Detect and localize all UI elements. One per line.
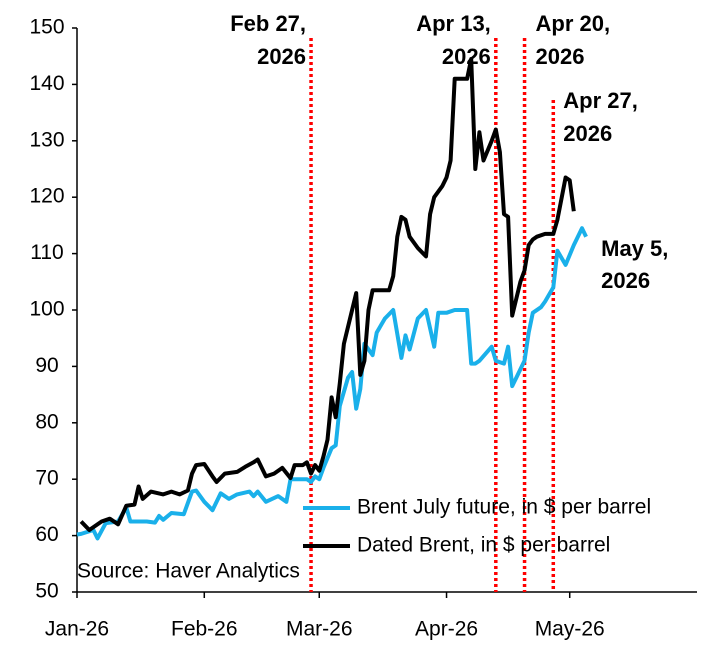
y-tick-label: 100 bbox=[29, 298, 64, 321]
event-label: Feb 27, bbox=[230, 11, 306, 36]
event-label: Apr 20, bbox=[536, 11, 611, 36]
legend-label: Brent July future, in $ per barrel bbox=[357, 496, 651, 519]
event-label: 2026 bbox=[257, 44, 306, 69]
event-label: 2026 bbox=[442, 44, 491, 69]
y-tick-label: 60 bbox=[35, 523, 58, 546]
source-note: Source: Haver Analytics bbox=[77, 560, 300, 583]
x-tick-label: May-26 bbox=[535, 618, 605, 641]
y-tick-label: 120 bbox=[29, 185, 64, 208]
x-tick-label: Mar-26 bbox=[286, 618, 353, 641]
end-label: May 5, bbox=[601, 236, 668, 261]
y-tick-label: 70 bbox=[35, 467, 58, 490]
event-label: 2026 bbox=[563, 121, 612, 146]
legend-label: Dated Brent, in $ per barrel bbox=[357, 534, 610, 557]
y-tick-label: 130 bbox=[29, 128, 64, 151]
x-tick-label: Apr-26 bbox=[415, 618, 478, 641]
series-line bbox=[79, 57, 576, 532]
series-line bbox=[76, 226, 588, 541]
event-label: Apr 13, bbox=[416, 11, 491, 36]
x-tick-label: Feb-26 bbox=[171, 618, 238, 641]
y-tick-label: 80 bbox=[35, 410, 58, 433]
event-label: 2026 bbox=[536, 44, 585, 69]
y-tick-label: 90 bbox=[35, 354, 58, 377]
end-label: 2026 bbox=[601, 268, 650, 293]
y-tick-label: 50 bbox=[35, 580, 58, 603]
y-tick-label: 110 bbox=[30, 241, 63, 264]
event-label: Apr 27, bbox=[563, 88, 638, 113]
y-tick-label: 140 bbox=[29, 72, 64, 95]
y-tick-label: 150 bbox=[29, 16, 64, 39]
x-tick-label: Jan-26 bbox=[45, 618, 109, 641]
